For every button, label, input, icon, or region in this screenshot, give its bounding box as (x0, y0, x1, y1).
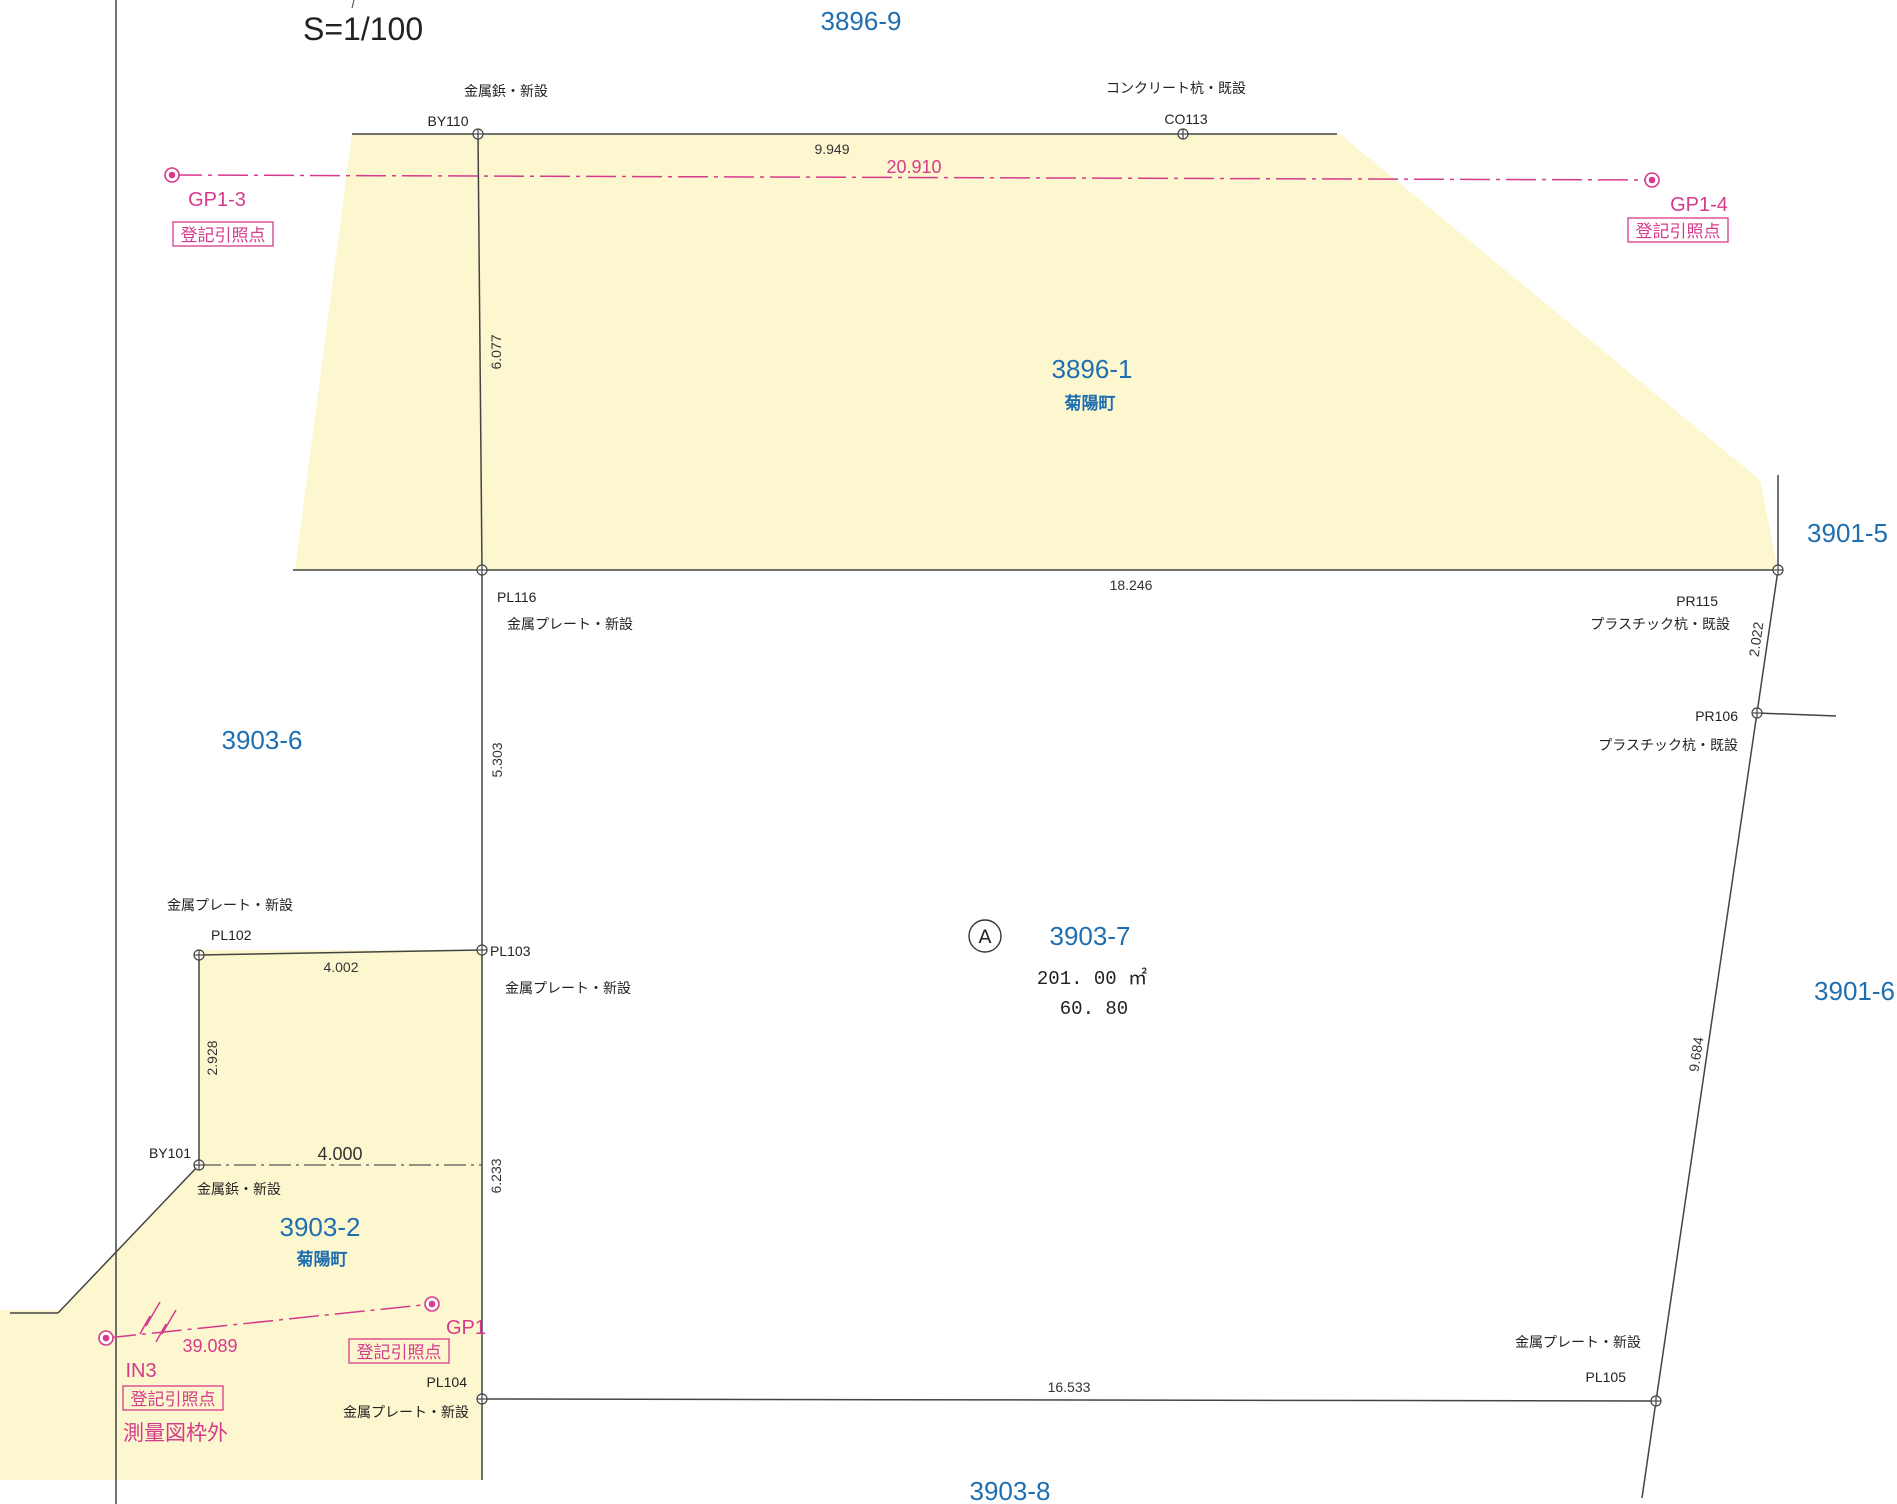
point-by110-desc: 金属鋲・新設 (464, 84, 548, 100)
frame-tick (351, 0, 355, 9)
point-pl103-label: PL103 (490, 943, 531, 959)
parcel-3903-2-label: 3903-2 (280, 1212, 361, 1242)
boundary-pr106-pl105 (1655, 712, 1758, 1402)
point-pl104-label: PL104 (427, 1374, 468, 1390)
dim-18246: 18.246 (1110, 577, 1153, 593)
parcel-3903-6-label: 3903-6 (222, 725, 303, 755)
point-by101-marker (193, 1159, 205, 1171)
reference-label-boxes (122, 217, 1729, 1411)
parcel-3903-7-area: 201. 00 ㎡ (1037, 966, 1147, 990)
dim-20910: 20.910 (886, 157, 941, 177)
boundary-bottom (481, 1398, 1657, 1402)
gp1-ref-box (348, 1338, 450, 1364)
dim-4002: 4.002 (323, 959, 358, 975)
point-pl104-marker (476, 1393, 488, 1405)
point-by110-label: BY110 (428, 113, 469, 129)
gp1-4-label: GP1-4 (1670, 194, 1728, 216)
point-pr115-label: PR115 (1676, 593, 1718, 609)
gp-line-bottom (105, 1303, 433, 1339)
point-co113-label: CO113 (1164, 111, 1208, 127)
boundary-lines (10, 133, 1837, 1499)
reference-point-markers (98, 167, 1660, 1346)
boundary-by110-pl116 (477, 133, 483, 571)
point-pl104-desc: 金属プレート・新設 (343, 1405, 469, 1421)
gp1-marker (424, 1296, 440, 1312)
point-pl102-desc: 金属プレート・新設 (167, 898, 293, 914)
gp1-ref-text: 登記引照点 (357, 1343, 442, 1363)
gp1-3-label: GP1-3 (188, 189, 246, 211)
parcel-3896-9-label: 3896-9 (821, 6, 902, 36)
in3-ref-box (122, 1385, 224, 1411)
point-pl102-label: PL102 (211, 927, 252, 943)
boundary-pl105-down (1641, 1400, 1657, 1499)
parcel-3903-7-area2: 60. 80 (1060, 998, 1128, 1020)
outside-frame-label: 測量図枠外 (123, 1421, 228, 1445)
parcel-3901-6-label: 3901-6 (1814, 976, 1895, 1006)
dim-16533: 16.533 (1048, 1379, 1091, 1395)
symbol-a-circle (968, 919, 1002, 953)
parcel-3903-2-fill (0, 950, 482, 1480)
gp1-4-marker (1644, 172, 1660, 188)
parcel-3903-2-town: 菊陽町 (297, 1249, 348, 1270)
parcel-3903-7-label: 3903-7 (1050, 921, 1131, 951)
in3-marker (98, 1330, 114, 1346)
parcel-3896-1-town: 菊陽町 (1065, 393, 1116, 414)
boundary-pl102-pl103 (198, 949, 483, 956)
point-pr106-marker (1751, 707, 1763, 719)
gp-line-top (171, 174, 1653, 181)
parcel-3896-1-fill (295, 134, 1778, 570)
point-pr106-desc: プラスチック杭・既設 (1598, 738, 1738, 754)
in3-label: IN3 (125, 1360, 156, 1382)
in3-ref-text: 登記引照点 (131, 1390, 216, 1410)
boundary-by101-diagonal (57, 1164, 200, 1314)
point-pr115-desc: プラスチック杭・既設 (1590, 617, 1730, 633)
point-co113-desc: コンクリート杭・既設 (1106, 81, 1246, 97)
dim-2928: 2.928 (204, 1040, 220, 1075)
point-pl116-desc: 金属プレート・新設 (507, 617, 633, 633)
point-pl105-marker (1650, 1395, 1662, 1407)
parcel-3901-5-label: 3901-5 (1807, 518, 1888, 548)
point-pl116-marker (476, 564, 488, 576)
gp1-3-ref-text: 登記引照点 (181, 226, 266, 246)
point-pl102-marker (193, 949, 205, 961)
scale-label: S=1/100 (303, 11, 423, 47)
dim-4000: 4.000 (317, 1144, 362, 1164)
boundary-pr115-pr106 (1756, 569, 1779, 714)
dim-5303: 5.303 (489, 742, 505, 777)
dim-6233: 6.233 (488, 1158, 504, 1193)
dim-39089: 39.089 (182, 1336, 237, 1356)
point-by110-marker (472, 128, 484, 140)
point-by101-label: BY101 (149, 1145, 191, 1161)
gp1-3-ref-box (172, 221, 274, 247)
point-pr106-label: PR106 (1695, 708, 1738, 724)
point-co113-marker (1177, 128, 1189, 140)
survey-point-markers (193, 128, 1784, 1407)
break-symbol (139, 1301, 177, 1343)
point-pl105-label: PL105 (1586, 1369, 1627, 1385)
gp1-4-ref-box (1627, 217, 1729, 243)
point-pl105-desc: 金属プレート・新設 (1515, 1335, 1641, 1351)
point-pl116-label: PL116 (497, 589, 537, 605)
dim-2022: 2.022 (1746, 621, 1767, 658)
gp1-4-ref-text: 登記引照点 (1636, 222, 1721, 242)
point-pr115-marker (1772, 564, 1784, 576)
gp1-label: GP1 (446, 1317, 486, 1339)
point-pl103-desc: 金属プレート・新設 (505, 981, 631, 997)
parcel-3896-1-label: 3896-1 (1052, 354, 1133, 384)
dim-9684: 9.684 (1686, 1036, 1707, 1073)
symbol-a-letter: A (979, 926, 992, 948)
parcel-3903-8-label: 3903-8 (970, 1476, 1051, 1504)
gp1-3-marker (164, 167, 180, 183)
dim-9949: 9.949 (814, 141, 849, 157)
point-by101-desc: 金属鋲・新設 (197, 1182, 281, 1198)
boundary-pr106-stub (1756, 712, 1837, 717)
point-pl103-marker (476, 944, 488, 956)
dim-6077: 6.077 (488, 334, 504, 369)
